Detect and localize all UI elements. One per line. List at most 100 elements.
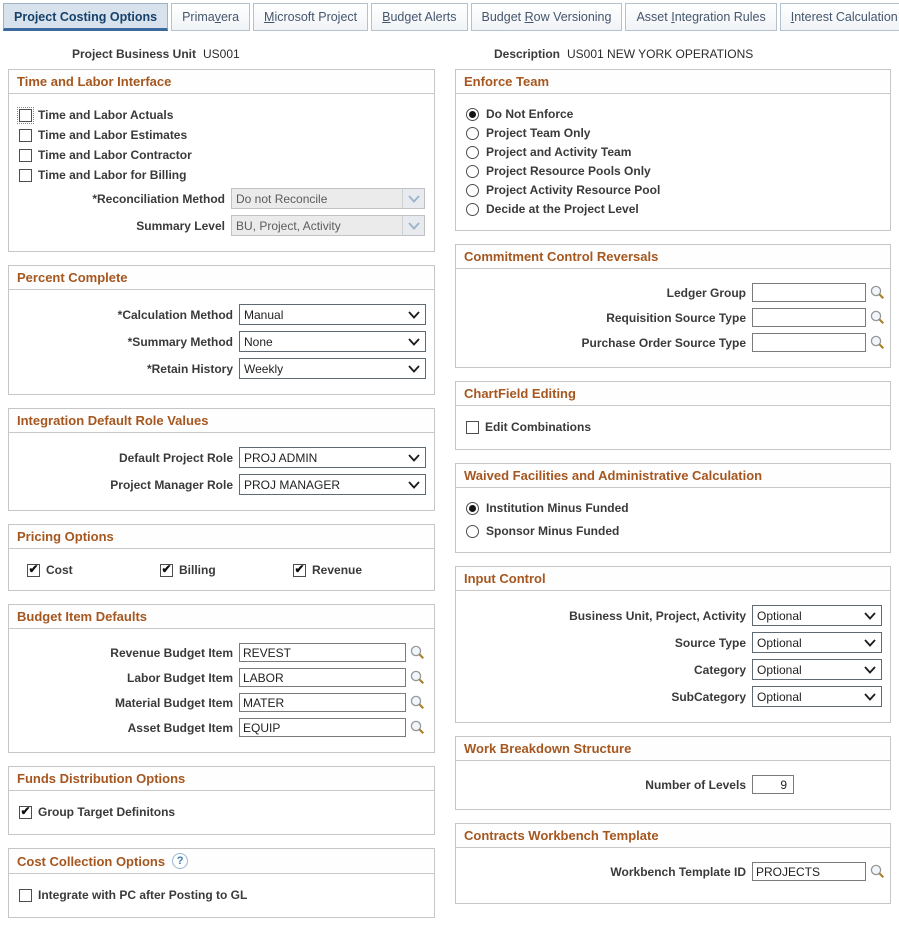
- workbench-template-id-lookup[interactable]: [869, 863, 886, 880]
- category-select[interactable]: Optional: [752, 659, 882, 680]
- section-title: Pricing Options: [17, 529, 114, 544]
- radio-row-do-not-enforce[interactable]: Do Not Enforce: [466, 107, 882, 121]
- tab-label: ntegration Rules: [674, 10, 766, 24]
- section-contracts-workbench-template: Contracts Workbench Template Workbench T…: [455, 823, 891, 904]
- requisition-source-type-lookup[interactable]: [869, 309, 886, 326]
- ledger-group-input[interactable]: [752, 283, 866, 302]
- checkbox-label: Integrate with PC after Posting to GL: [38, 888, 248, 902]
- number-of-levels-input[interactable]: [752, 775, 794, 794]
- revenue-budget-item-input[interactable]: [239, 643, 406, 662]
- radio-row-project-resource-pools-only[interactable]: Project Resource Pools Only: [466, 164, 882, 178]
- checkbox-row-time-and-labor-estimates[interactable]: Time and Labor Estimates: [19, 128, 426, 142]
- subcategory-select[interactable]: Optional: [752, 686, 882, 707]
- project-business-unit-label: Project Business Unit: [71, 47, 196, 61]
- group-target-definitions-checkbox[interactable]: [19, 805, 32, 819]
- cost-checkbox[interactable]: [27, 563, 40, 577]
- section-input-control: Input Control Business Unit, Project, Ac…: [455, 566, 891, 723]
- project-team-only-radio[interactable]: [466, 126, 479, 140]
- tab-label: Prima: [182, 10, 215, 24]
- workbench-template-id-input[interactable]: [752, 862, 866, 881]
- help-icon[interactable]: ?: [172, 853, 189, 869]
- section-header: Waived Facilities and Administrative Cal…: [456, 464, 890, 488]
- checkbox-row-time-and-labor-contractor[interactable]: Time and Labor Contractor: [19, 148, 426, 162]
- bu-project-activity-select[interactable]: Optional: [752, 605, 882, 626]
- edit-combinations-checkbox[interactable]: [466, 420, 479, 434]
- radio-row-project-team-only[interactable]: Project Team Only: [466, 126, 882, 140]
- source-type-select[interactable]: Optional: [752, 632, 882, 653]
- checkbox-row-group-target-definitions[interactable]: Group Target Definitons: [19, 805, 426, 819]
- section-enforce-team: Enforce Team Do Not Enforce Project Team…: [455, 69, 891, 231]
- purchase-order-source-type-input[interactable]: [752, 333, 866, 352]
- sponsor-minus-funded-radio[interactable]: [466, 524, 479, 538]
- radio-row-project-and-activity-team[interactable]: Project and Activity Team: [466, 145, 882, 159]
- project-resource-pools-only-radio[interactable]: [466, 164, 479, 178]
- checkbox-label: Time and Labor for Billing: [38, 168, 187, 182]
- revenue-budget-item-lookup[interactable]: [409, 644, 426, 661]
- material-budget-item-input[interactable]: [239, 693, 406, 712]
- time-and-labor-for-billing-checkbox[interactable]: [19, 168, 32, 182]
- default-project-role-field: Default Project Role PROJ ADMIN: [17, 447, 426, 468]
- retain-history-field: *Retain History Weekly: [17, 358, 426, 379]
- integrate-with-pc-checkbox[interactable]: [19, 888, 32, 902]
- tab-label: era: [220, 10, 240, 24]
- radio-row-decide-at-project-level[interactable]: Decide at the Project Level: [466, 202, 882, 216]
- decide-at-project-level-radio[interactable]: [466, 202, 479, 216]
- revenue-checkbox[interactable]: [293, 563, 306, 577]
- default-project-role-select[interactable]: PROJ ADMIN: [239, 447, 426, 468]
- labor-budget-item-lookup[interactable]: [409, 669, 426, 686]
- tab-label-accel: B: [382, 10, 391, 24]
- radio-row-sponsor-minus-funded[interactable]: Sponsor Minus Funded: [466, 524, 882, 538]
- lookup-icon: [410, 720, 425, 735]
- reconciliation-method-select[interactable]: Do not Reconcile: [231, 188, 425, 209]
- ledger-group-field: Ledger Group: [464, 283, 885, 302]
- material-budget-item-lookup[interactable]: [409, 694, 426, 711]
- summary-level-select[interactable]: BU, Project, Activity: [231, 215, 425, 236]
- billing-checkbox[interactable]: [160, 563, 173, 577]
- checkbox-row-integrate-with-pc[interactable]: Integrate with PC after Posting to GL: [19, 888, 426, 902]
- time-and-labor-estimates-checkbox[interactable]: [19, 128, 32, 142]
- retain-history-select[interactable]: Weekly: [239, 358, 426, 379]
- institution-minus-funded-radio[interactable]: [466, 501, 479, 515]
- tab-budget-row-versioning[interactable]: Budget Row Versioning: [470, 3, 623, 31]
- tab-label: Asset: [636, 10, 672, 24]
- material-budget-item-label: Material Budget Item: [114, 695, 233, 710]
- tab-primavera[interactable]: Primavera: [171, 3, 251, 31]
- summary-method-select[interactable]: None: [239, 331, 426, 352]
- asset-budget-item-label: Asset Budget Item: [127, 720, 233, 735]
- radio-label: Decide at the Project Level: [486, 202, 639, 216]
- subcategory-field: SubCategory Optional: [464, 686, 882, 707]
- tab-project-costing-options[interactable]: Project Costing Options: [3, 3, 169, 31]
- time-and-labor-actuals-checkbox[interactable]: [17, 106, 34, 124]
- section-chartfield-editing: ChartField Editing Edit Combinations: [455, 381, 891, 450]
- section-title: Integration Default Role Values: [17, 413, 209, 428]
- calculation-method-select[interactable]: Manual: [239, 304, 426, 325]
- section-header: Input Control: [456, 567, 890, 591]
- lookup-icon: [870, 285, 885, 300]
- ledger-group-lookup[interactable]: [869, 284, 886, 301]
- radio-row-institution-minus-funded[interactable]: Institution Minus Funded: [466, 501, 882, 515]
- checkbox-row-edit-combinations[interactable]: Edit Combinations: [466, 420, 882, 434]
- radio-row-project-activity-resource-pool[interactable]: Project Activity Resource Pool: [466, 183, 882, 197]
- project-manager-role-label: Project Manager Role: [110, 477, 233, 492]
- checkbox-row-time-and-labor-for-billing[interactable]: Time and Labor for Billing: [19, 168, 426, 182]
- checkbox-row-cost[interactable]: Cost: [27, 563, 160, 577]
- tab-microsoft-project[interactable]: Microsoft Project: [253, 3, 369, 31]
- purchase-order-source-type-lookup[interactable]: [869, 334, 886, 351]
- labor-budget-item-input[interactable]: [239, 668, 406, 687]
- project-manager-role-select[interactable]: PROJ MANAGER: [239, 474, 426, 495]
- do-not-enforce-radio[interactable]: [466, 107, 479, 121]
- tab-asset-integration-rules[interactable]: Asset Integration Rules: [625, 3, 777, 31]
- asset-budget-item-lookup[interactable]: [409, 719, 426, 736]
- requisition-source-type-input[interactable]: [752, 308, 866, 327]
- tab-budget-alerts[interactable]: Budget Alerts: [371, 3, 468, 31]
- checkbox-row-revenue[interactable]: Revenue: [293, 563, 426, 577]
- checkbox-row-billing[interactable]: Billing: [160, 563, 293, 577]
- tab-interest-calculation[interactable]: Interest Calculation: [779, 3, 899, 31]
- tab-label-accel: I: [671, 10, 675, 24]
- time-and-labor-contractor-checkbox[interactable]: [19, 148, 32, 162]
- project-activity-resource-pool-radio[interactable]: [466, 183, 479, 197]
- project-and-activity-team-radio[interactable]: [466, 145, 479, 159]
- asset-budget-item-input[interactable]: [239, 718, 406, 737]
- tab-label-accel: R: [524, 10, 534, 24]
- checkbox-row-time-and-labor-actuals[interactable]: Time and Labor Actuals: [17, 106, 426, 124]
